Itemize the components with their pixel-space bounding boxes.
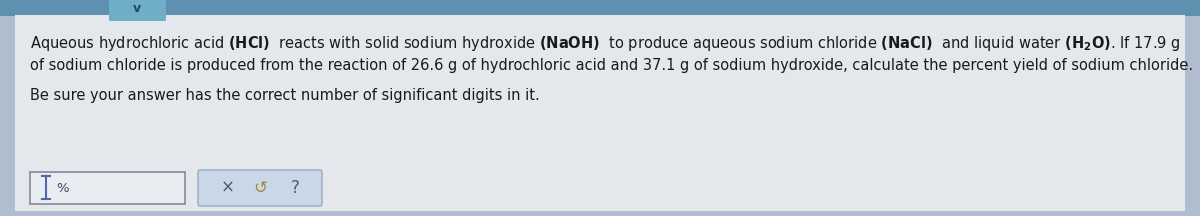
Text: ?: ? — [290, 179, 300, 197]
Text: ↺: ↺ — [253, 179, 266, 197]
FancyBboxPatch shape — [198, 170, 322, 206]
Bar — [30, 172, 185, 204]
Text: %: % — [56, 181, 68, 194]
Text: ×: × — [221, 179, 235, 197]
Text: Be sure your answer has the correct number of significant digits in it.: Be sure your answer has the correct numb… — [30, 88, 540, 103]
FancyBboxPatch shape — [109, 0, 166, 21]
Bar — [0, 0, 1200, 16]
Text: Aqueous hydrochloric acid $\mathbf{(HCl)}$  reacts with solid sodium hydroxide $: Aqueous hydrochloric acid $\mathbf{(HCl)… — [30, 34, 1181, 53]
Text: of sodium chloride is produced from the reaction of 26.6 g of hydrochloric acid : of sodium chloride is produced from the … — [30, 58, 1193, 73]
Text: v: v — [133, 3, 142, 16]
